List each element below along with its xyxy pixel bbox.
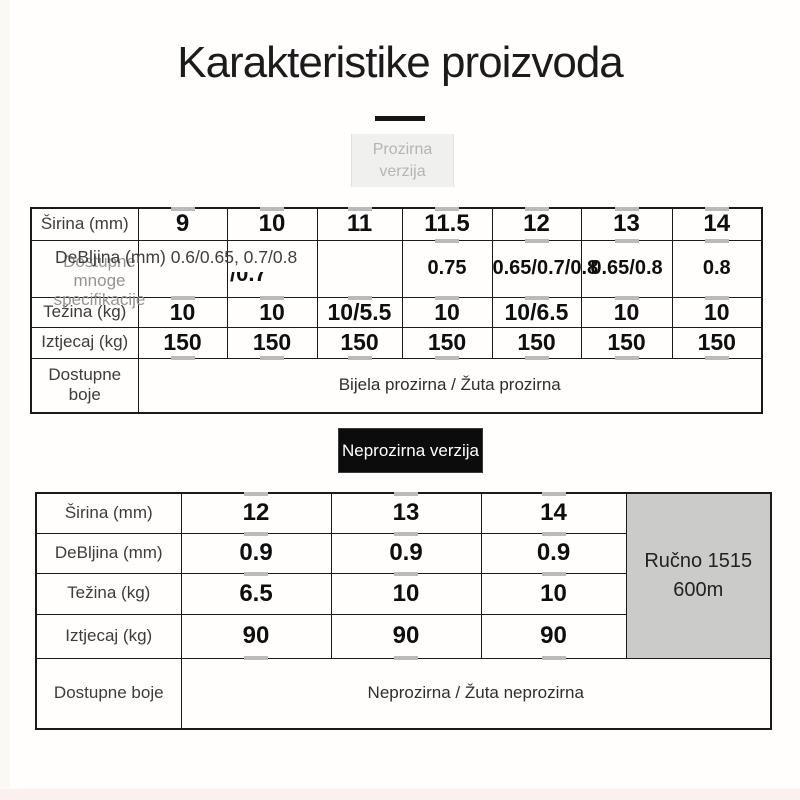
spec-cell: 150 (316, 326, 403, 359)
spec-cell: 14 (480, 492, 627, 534)
ghost-watermark-text: Dostupne mnoge specifikacije (53, 252, 146, 309)
spec-cell: 0.8 (671, 239, 763, 298)
row-label: Dostupne boje (30, 357, 139, 414)
available-colors-value: Neprozirna / Žuta neprozirna (180, 657, 772, 730)
spec-cell (226, 239, 318, 298)
debljina-row-label-overflow: DeBljina (mm) 0.6/0.65, 0.7/0.8 (55, 247, 298, 267)
row-label: Širina (mm) (30, 207, 139, 241)
spec-cell: 150 (671, 326, 763, 359)
table-row-tezina: Težina (kg) 10 10 10/5.5 10 10/6.5 10 10 (30, 296, 763, 328)
row-label: Iztjecaj (kg) (30, 326, 139, 359)
spec-cell: 10/6.5 (491, 296, 582, 328)
spec-cell (316, 239, 403, 298)
spec-cell: 0.65/0.7/0.8 (491, 239, 598, 298)
spec-cell: 150 (401, 326, 493, 359)
spec-cell: 14 (671, 207, 763, 241)
transparent-version-label: Prozirna verzija (351, 134, 454, 187)
spec-cell: 0.9 (480, 532, 627, 574)
spec-cell: 11.5 (401, 207, 493, 241)
table-row-boje: Dostupne boje Neprozirna / Žuta neprozir… (35, 657, 772, 730)
spec-cell: 13 (580, 207, 673, 241)
row-label: Iztjecaj (kg) (35, 613, 182, 659)
opaque-spec-table: Širina (mm) 12 13 14 Ručno 1515 600m DeB… (35, 492, 772, 730)
spec-cell: 90 (480, 613, 627, 659)
spec-cell: 10 (401, 296, 493, 328)
hand-roll-note: Ručno 1515 600m (625, 492, 772, 659)
spec-cell: 10 (671, 296, 763, 328)
title-divider (375, 116, 425, 121)
table-row-sirina: Širina (mm) 9 10 11 11.5 12 13 14 (30, 207, 763, 241)
spec-cell: 90 (180, 613, 332, 659)
spec-cell: 12 (491, 207, 582, 241)
row-label: Dostupne boje (35, 657, 182, 730)
spec-cell: 10 (226, 296, 318, 328)
spec-cell: 10 (330, 572, 482, 615)
transparent-spec-table: Širina (mm) 9 10 11 11.5 12 13 14 0.75 0… (30, 207, 763, 414)
spec-cell: 0.9 (330, 532, 482, 574)
table-row-boje: Dostupne boje Bijela prozirna / Žuta pro… (30, 357, 763, 414)
spec-cell: 0.9 (180, 532, 332, 574)
spec-cell: 10/5.5 (316, 296, 403, 328)
table-row-iztjecaj: Iztjecaj (kg) 150 150 150 150 150 150 15… (30, 326, 763, 359)
table-row-sirina: Širina (mm) 12 13 14 Ručno 1515 600m (35, 492, 772, 659)
row-label: Širina (mm) (35, 492, 182, 534)
table-row-debljina: DeBljina (mm) 0.9 0.9 0.9 (35, 532, 771, 574)
spec-cell: 10 (226, 207, 318, 241)
page-edge-left (0, 0, 10, 800)
spec-cell: 0.65/0.8 (580, 239, 673, 298)
spec-cell: 12 (180, 492, 332, 534)
row-label: DeBljina (mm) (35, 532, 182, 574)
spec-cell: 10 (580, 296, 673, 328)
spec-cell: 10 (480, 572, 627, 615)
row-label: Težina (kg) (30, 296, 139, 328)
spec-cell: 150 (226, 326, 318, 359)
spec-cell: 10 (137, 296, 228, 328)
available-colors-value: Bijela prozirna / Žuta prozirna (137, 357, 763, 414)
row-label (30, 239, 139, 298)
spec-cell: 150 (580, 326, 673, 359)
spec-cell: 9 (137, 207, 228, 241)
spec-cell: 13 (330, 492, 482, 534)
spec-cell: 0.75 (401, 239, 493, 298)
row-label: Težina (kg) (35, 572, 182, 615)
page-title: Karakteristike proizvoda (177, 38, 624, 87)
spec-cell: 150 (137, 326, 228, 359)
clipped-text-artifact: /0.7 (230, 272, 267, 286)
page-edge-bottom (0, 789, 800, 800)
spec-cell: 6.5 (180, 572, 332, 615)
table-row-iztjecaj: Iztjecaj (kg) 90 90 90 (35, 613, 771, 659)
spec-cell: 150 (491, 326, 582, 359)
spec-cell: 90 (330, 613, 482, 659)
opaque-version-label: Neprozirna verzija (338, 428, 483, 473)
spec-cell: 11 (316, 207, 403, 241)
